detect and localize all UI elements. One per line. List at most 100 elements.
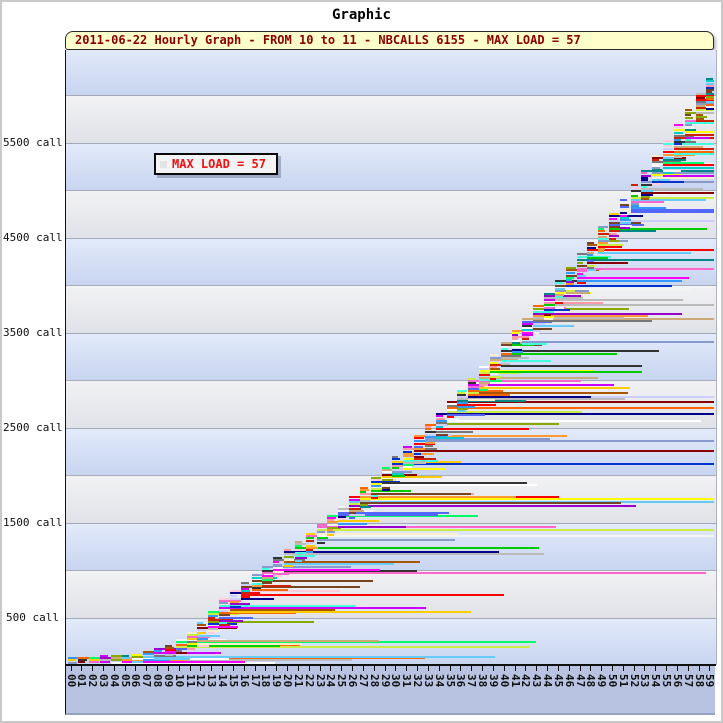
call-bar: [696, 93, 712, 95]
call-bar: [219, 605, 356, 607]
call-bar: [241, 590, 250, 592]
call-bar: [197, 645, 209, 647]
call-bar: [674, 129, 688, 131]
call-bar: [197, 624, 206, 626]
call-bar: [706, 83, 714, 85]
call-bar: [512, 340, 520, 342]
call-bar: [479, 382, 490, 384]
call-bar: [706, 80, 714, 82]
call-bar: [208, 621, 314, 623]
call-bar: [262, 572, 706, 574]
call-bar: [414, 458, 436, 460]
call-bar: [566, 279, 572, 281]
call-bar: [143, 656, 495, 658]
call-bar: [479, 366, 489, 368]
call-bar: [360, 491, 366, 493]
call-bar: [479, 377, 598, 379]
call-bar: [652, 165, 660, 167]
call-bar: [403, 448, 414, 450]
call-bar: [544, 299, 555, 301]
call-bar: [132, 661, 143, 663]
call-bar: [262, 568, 269, 570]
x-tick: [460, 666, 461, 671]
call-bar: [187, 641, 197, 643]
call-bar: [360, 504, 368, 506]
call-bar: [262, 577, 273, 579]
call-bar: [327, 517, 336, 519]
call-bar: [436, 420, 452, 422]
call-bar: [533, 330, 541, 332]
call-bar: [219, 624, 230, 626]
call-bar: [403, 468, 445, 470]
call-bar: [674, 141, 685, 143]
call-bar: [706, 87, 714, 89]
call-bar: [371, 493, 471, 495]
call-bar: [685, 141, 696, 143]
call-bar: [414, 456, 424, 458]
call-bar: [696, 103, 714, 105]
call-bar: [512, 349, 522, 351]
call-bar: [587, 254, 593, 256]
call-bar: [609, 228, 707, 230]
call-bar: [241, 598, 274, 600]
x-tick: [374, 666, 375, 671]
call-bar: [317, 537, 328, 539]
x-tick: [81, 666, 82, 671]
call-bar: [696, 105, 705, 107]
call-bar: [317, 524, 327, 526]
call-bar: [555, 302, 563, 304]
call-bar: [587, 267, 594, 269]
call-bar: [663, 154, 695, 156]
x-tick: [666, 666, 667, 671]
call-bar: [479, 387, 630, 389]
call-bar: [89, 657, 100, 659]
call-bar: [327, 524, 337, 526]
call-bar: [447, 405, 466, 407]
call-bar: [685, 137, 710, 139]
call-bar: [392, 475, 405, 477]
call-bar: [392, 473, 404, 475]
call-bar: [208, 626, 238, 628]
call-bar: [587, 265, 595, 267]
x-tick: [157, 666, 158, 671]
x-tick: [428, 666, 429, 671]
y-axis-label: 500 call: [6, 611, 59, 624]
call-bar: [219, 622, 227, 624]
x-tick: [265, 666, 266, 671]
call-bar: [252, 585, 263, 587]
call-bar: [609, 218, 617, 220]
call-bar: [620, 219, 631, 221]
call-bar: [382, 476, 442, 478]
call-bar: [620, 209, 630, 211]
call-bar: [706, 104, 714, 106]
call-bar: [501, 365, 642, 367]
call-bar: [349, 514, 365, 516]
call-bar: [512, 332, 520, 334]
call-bar: [512, 336, 523, 338]
x-axis-line: [65, 664, 716, 666]
call-bar: [349, 503, 359, 505]
x-tick: [330, 666, 331, 671]
call-bar: [327, 519, 334, 521]
call-bar: [338, 526, 406, 528]
call-bar: [566, 281, 574, 283]
x-tick: [547, 666, 548, 671]
call-bar: [457, 400, 526, 402]
x-tick: [222, 666, 223, 671]
call-bar: [457, 394, 466, 396]
call-bar: [522, 336, 529, 338]
call-bar: [631, 201, 664, 203]
x-tick: [493, 666, 494, 671]
call-bar: [317, 539, 455, 541]
call-bar: [468, 399, 495, 401]
call-bar: [490, 373, 498, 375]
call-bar: [544, 311, 554, 313]
x-tick: [125, 666, 126, 671]
call-bar: [468, 390, 503, 392]
y-axis-label: 5500 call: [3, 136, 63, 149]
call-bar: [587, 269, 596, 271]
call-bar: [295, 541, 302, 543]
call-bar: [577, 275, 586, 277]
call-bar: [241, 596, 250, 598]
call-bar: [501, 346, 508, 348]
